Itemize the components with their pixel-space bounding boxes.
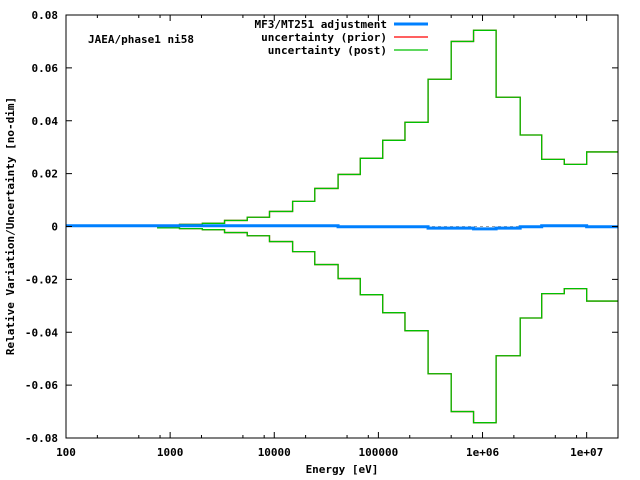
x-tick-label: 100000 bbox=[359, 446, 399, 459]
legend-label: uncertainty (post) bbox=[268, 44, 387, 57]
x-tick-label: 100 bbox=[56, 446, 76, 459]
x-tick-label: 1e+06 bbox=[466, 446, 499, 459]
y-tick-label: 0.04 bbox=[32, 115, 59, 128]
legend-label: MF3/MT251 adjustment bbox=[255, 18, 387, 31]
y-tick-label: 0 bbox=[51, 221, 58, 234]
y-tick-label: -0.04 bbox=[25, 326, 58, 339]
y-tick-label: -0.08 bbox=[25, 432, 58, 445]
chart-title: JAEA/phase1 ni58 bbox=[88, 33, 194, 46]
x-tick-label: 1000 bbox=[157, 446, 184, 459]
legend-label: uncertainty (prior) bbox=[261, 31, 387, 44]
series-layer bbox=[66, 29, 618, 424]
axis-ticks: 100 1000 10000 100000 1e+06 1e+07 0.08 0.06 0.04… bbox=[25, 9, 618, 459]
series-uncertainty-prior-lower bbox=[157, 227, 618, 424]
x-tick-label: 1e+07 bbox=[570, 446, 603, 459]
series-uncertainty-post-lower bbox=[157, 227, 618, 424]
y-tick-label: 0.06 bbox=[32, 62, 59, 75]
x-tick-label: 10000 bbox=[258, 446, 291, 459]
y-tick-label: 0.02 bbox=[32, 168, 59, 181]
y-tick-label: 0.08 bbox=[32, 9, 59, 22]
x-axis-label: Energy [eV] bbox=[306, 463, 379, 476]
series-mf3-mt251-adjustment bbox=[66, 224, 618, 231]
y-axis-label: Relative Variation/Uncertainty [no-dim] bbox=[4, 97, 17, 355]
series-uncertainty-post-upper bbox=[157, 29, 618, 226]
y-tick-label: -0.02 bbox=[25, 273, 58, 286]
series-uncertainty-prior-upper bbox=[157, 29, 618, 226]
y-tick-label: -0.06 bbox=[25, 379, 58, 392]
